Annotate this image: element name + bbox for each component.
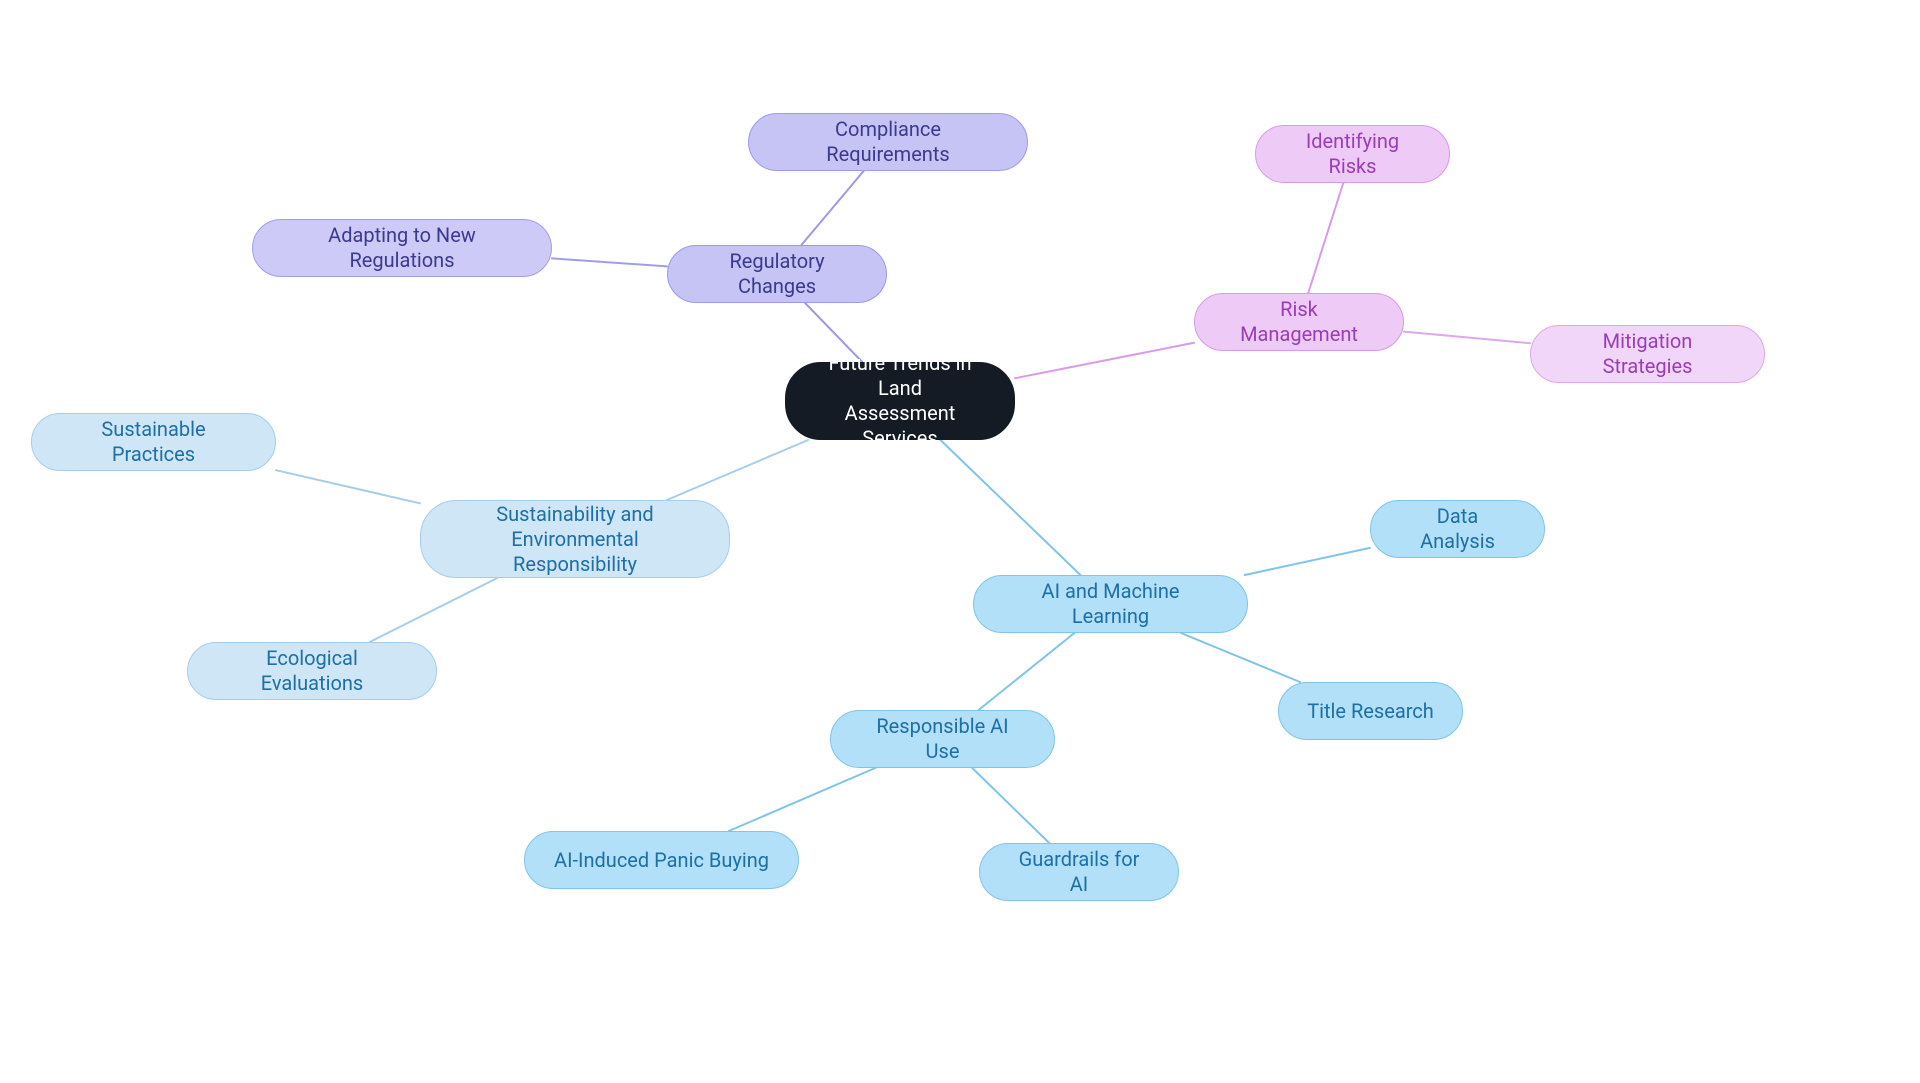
node-ai_ml: AI and Machine Learning: [973, 575, 1248, 633]
node-ecological: Ecological Evaluations: [187, 642, 437, 700]
node-sustainability: Sustainability and Environmental Respons…: [420, 500, 730, 578]
node-responsible_ai: Responsible AI Use: [830, 710, 1055, 768]
node-risk: Risk Management: [1194, 293, 1404, 351]
node-sustainable_practices: Sustainable Practices: [31, 413, 276, 471]
edge: [552, 258, 667, 266]
edge: [1015, 343, 1194, 378]
node-guardrails: Guardrails for AI: [979, 843, 1179, 901]
mindmap-canvas: Future Trends in Land Assessment Service…: [0, 0, 1920, 1083]
edge: [940, 440, 1080, 575]
node-regulatory: Regulatory Changes: [667, 245, 887, 303]
node-mitigation: Mitigation Strategies: [1530, 325, 1765, 383]
node-identifying: Identifying Risks: [1255, 125, 1450, 183]
edge: [1308, 183, 1343, 293]
edge: [1181, 633, 1300, 682]
edge: [370, 578, 498, 642]
node-data_analysis: Data Analysis: [1370, 500, 1545, 558]
node-adapting: Adapting to New Regulations: [252, 219, 552, 277]
node-panic_buying: AI-Induced Panic Buying: [524, 831, 799, 889]
edge: [1245, 548, 1370, 575]
edge: [801, 171, 863, 245]
node-title_research: Title Research: [1278, 682, 1463, 740]
edge: [979, 633, 1075, 710]
edge: [276, 470, 420, 503]
node-compliance: Compliance Requirements: [748, 113, 1028, 171]
edge: [729, 768, 875, 831]
edge: [667, 440, 808, 500]
edge: [972, 768, 1049, 843]
node-root: Future Trends in Land Assessment Service…: [785, 362, 1015, 440]
edge: [1404, 332, 1530, 344]
